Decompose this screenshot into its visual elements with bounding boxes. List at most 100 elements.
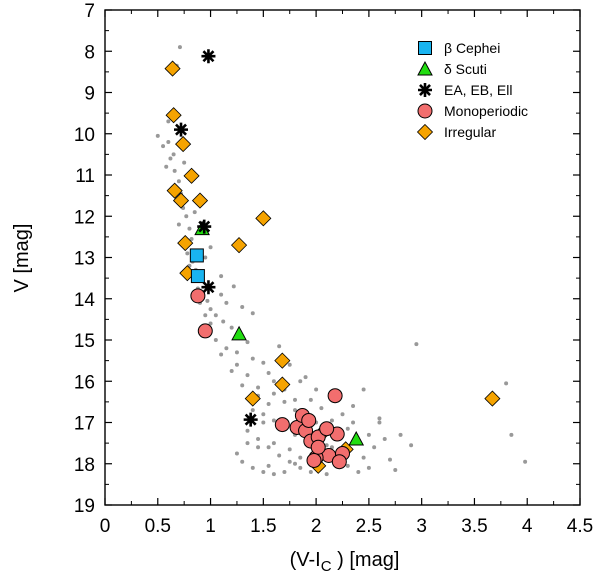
background-point	[219, 352, 224, 357]
background-point	[266, 401, 271, 406]
y-tick-label: 16	[74, 372, 95, 393]
background-point	[203, 313, 208, 318]
background-point	[213, 338, 218, 342]
background-point	[172, 168, 177, 173]
y-tick-label: 12	[74, 207, 95, 228]
background-point	[240, 383, 245, 388]
background-point	[161, 144, 166, 149]
background-point	[340, 412, 345, 417]
background-point	[155, 133, 160, 138]
background-point	[245, 428, 250, 433]
triangle-point	[231, 325, 247, 341]
diamond-point	[484, 390, 501, 407]
x-axis-label: (V-IC ) [mag]	[290, 549, 400, 575]
background-point	[164, 164, 169, 169]
legend-marker-asterisk	[418, 83, 432, 97]
background-point	[245, 373, 250, 378]
y-tick-label: 14	[74, 290, 96, 311]
diamond-point	[166, 182, 183, 199]
asterisk-point	[201, 280, 216, 295]
background-point	[250, 408, 255, 413]
background-point	[229, 325, 234, 330]
background-point	[366, 432, 371, 437]
background-point	[229, 368, 234, 373]
background-point	[271, 418, 276, 423]
circle-point	[197, 323, 213, 339]
y-tick-label: 11	[75, 166, 95, 187]
background-point	[224, 346, 229, 351]
x-tick-label: 3.5	[461, 516, 487, 537]
x-tick-label: 1.5	[250, 516, 276, 537]
y-tick-label: 17	[74, 414, 95, 435]
background-point	[308, 397, 313, 402]
y-tick-label: 13	[74, 249, 95, 270]
axis-titles: V [mag] (V-IC ) [mag]	[11, 224, 399, 575]
background-point	[234, 362, 239, 367]
legend-label: δ Scuti	[444, 61, 487, 77]
background-point	[271, 379, 276, 384]
background-point	[208, 307, 213, 312]
background-point	[177, 45, 182, 50]
circle-point	[274, 417, 290, 433]
background-point	[166, 119, 171, 124]
background-point	[298, 379, 303, 384]
background-point	[293, 408, 297, 413]
background-point	[221, 319, 226, 324]
background-point	[271, 472, 276, 477]
background-point	[351, 420, 356, 425]
background-point	[324, 443, 329, 448]
x-tick-label: 4.5	[567, 516, 593, 537]
x-axis-label-main: (V-I	[290, 549, 321, 571]
background-point	[356, 470, 361, 474]
background-point	[240, 305, 245, 309]
background-point	[277, 344, 282, 349]
background-point	[256, 385, 261, 390]
background-point	[293, 461, 297, 466]
x-axis-label-tail: ) [mag]	[332, 549, 400, 571]
background-point	[189, 236, 194, 241]
background-point	[205, 298, 210, 303]
diamond-point	[175, 135, 192, 153]
background-point	[287, 362, 292, 367]
background-point	[176, 222, 181, 227]
background-point	[240, 459, 245, 464]
background-point	[414, 342, 419, 347]
x-tick-label: 0.5	[145, 516, 171, 537]
background-point	[250, 465, 255, 470]
diamond-point	[255, 210, 272, 227]
background-point	[261, 420, 266, 425]
legend-label: EA, EB, Ell	[444, 82, 512, 98]
y-tick-label: 18	[74, 455, 95, 476]
background-point	[271, 391, 276, 396]
background-point	[171, 152, 176, 157]
y-axis-label: V [mag]	[11, 224, 33, 293]
background-point	[393, 467, 398, 472]
background-point	[250, 356, 255, 361]
background-point	[182, 160, 187, 165]
asterisk-point	[243, 412, 258, 427]
y-tick-label: 19	[74, 496, 95, 517]
legend-label: Monoperiodic	[444, 103, 528, 119]
background-point	[203, 255, 208, 260]
y-tick-label: 7	[84, 1, 95, 22]
triangle-point	[348, 430, 365, 446]
background-point	[382, 437, 387, 441]
background-point	[245, 340, 250, 345]
background-point	[523, 459, 528, 464]
diamond-point	[274, 352, 291, 369]
background-point	[261, 360, 266, 365]
y-tick-label: 15	[74, 331, 95, 352]
background-point	[266, 463, 271, 468]
background-point	[219, 274, 224, 279]
background-point	[219, 292, 224, 297]
circle-point	[301, 412, 317, 428]
circle-point	[327, 388, 343, 404]
y-tick-label: 10	[74, 125, 95, 146]
x-tick-label: 1	[205, 516, 216, 537]
circle-point	[190, 288, 206, 304]
ticks-layer: 0 0.5 1 1.5 2 2.5 3 3.5 4 4.5 7 8 9 10 11 12 13 14 15 16 17 1…	[74, 1, 593, 537]
background-point	[213, 313, 218, 318]
x-tick-label: 2.5	[356, 516, 382, 537]
diamond-point	[244, 390, 261, 407]
